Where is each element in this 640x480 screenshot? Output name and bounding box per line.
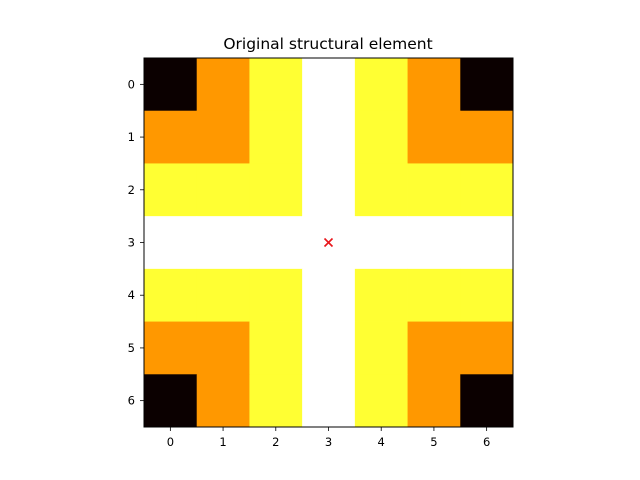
heatmap-cell-r2-c6 [460, 163, 514, 217]
heatmap-cell-r5-c4 [354, 321, 408, 375]
heatmap-cell-r5-c0 [144, 321, 198, 375]
x-axis-ticks: 0 1 2 3 4 5 6 [167, 427, 490, 449]
y-tick-label: 1 [128, 130, 135, 144]
heatmap-cell-r4-c6 [460, 268, 514, 322]
heatmap-cell-r5-c2 [249, 321, 303, 375]
heatmap-cell-r6-c2 [249, 374, 303, 428]
y-axis-ticks: 0 1 2 3 4 5 6 [128, 77, 144, 408]
heatmap-cell-r1-c6 [460, 110, 514, 164]
y-tick-label: 4 [128, 288, 135, 302]
heatmap-cell-r0-c2 [249, 58, 303, 112]
heatmap-cell-r0-c0 [144, 58, 198, 112]
heatmap-cell-r2-c4 [354, 163, 408, 217]
x-tick-label: 0 [167, 435, 174, 449]
x-tick-label: 6 [483, 435, 490, 449]
heatmap-cell-r6-c3 [302, 374, 356, 428]
heatmap-cell-r6-c4 [354, 374, 408, 428]
x-tick-label: 1 [219, 435, 226, 449]
heatmap-cell-r5-c5 [407, 321, 461, 375]
heatmap-cell-r0-c3 [302, 58, 356, 112]
heatmap-cell-r3-c4 [354, 216, 408, 270]
heatmap-cell-r4-c1 [196, 268, 250, 322]
y-tick-label: 6 [128, 394, 135, 408]
heatmap-cell-r0-c1 [196, 58, 250, 112]
heatmap-cell-r6-c6 [460, 374, 514, 428]
marker-layer [323, 237, 334, 248]
heatmap-cell-r2-c1 [196, 163, 250, 217]
heatmap-cell-r0-c5 [407, 58, 461, 112]
y-tick-label: 3 [128, 236, 135, 250]
heatmap-cell-r6-c1 [196, 374, 250, 428]
x-tick-label: 2 [272, 435, 279, 449]
y-tick-label: 2 [128, 183, 135, 197]
x-tick-label: 5 [430, 435, 437, 449]
heatmap-cell-r3-c2 [249, 216, 303, 270]
heatmap-cell-r4-c0 [144, 268, 198, 322]
heatmap-cell-r5-c1 [196, 321, 250, 375]
heatmap-cell-r3-c6 [460, 216, 514, 270]
center-marker [323, 237, 334, 248]
heatmap-cell-r2-c2 [249, 163, 303, 217]
heatmap-cell-r6-c5 [407, 374, 461, 428]
heatmap-cell-r6-c0 [144, 374, 198, 428]
heatmap-cell-r4-c5 [407, 268, 461, 322]
heatmap-cell-r1-c0 [144, 110, 198, 164]
heatmap-cell-r1-c4 [354, 110, 408, 164]
heatmap-cell-r1-c2 [249, 110, 303, 164]
y-tick-label: 5 [128, 341, 135, 355]
heatmap-cell-r2-c0 [144, 163, 198, 217]
heatmap-cell-r4-c3 [302, 268, 356, 322]
heatmap-cell-r2-c3 [302, 163, 356, 217]
heatmap-cell-r4-c2 [249, 268, 303, 322]
heatmap-cell-r1-c3 [302, 110, 356, 164]
chart-title: Original structural element [223, 35, 432, 53]
heatmap-cell-r3-c0 [144, 216, 198, 270]
heatmap-cell-r2-c5 [407, 163, 461, 217]
heatmap-cell-r1-c1 [196, 110, 250, 164]
heatmap-cell-r5-c6 [460, 321, 514, 375]
heatmap-cell-r1-c5 [407, 110, 461, 164]
x-tick-label: 3 [325, 435, 332, 449]
heatmap-cell-r3-c5 [407, 216, 461, 270]
x-tick-label: 4 [378, 435, 385, 449]
heatmap-cell-r0-c6 [460, 58, 514, 112]
heatmap-cell-r4-c4 [354, 268, 408, 322]
heatmap-cells [144, 58, 514, 428]
heatmap-cell-r0-c4 [354, 58, 408, 112]
y-tick-label: 0 [128, 77, 135, 91]
heatmap-cell-r5-c3 [302, 321, 356, 375]
heatmap-cell-r3-c1 [196, 216, 250, 270]
